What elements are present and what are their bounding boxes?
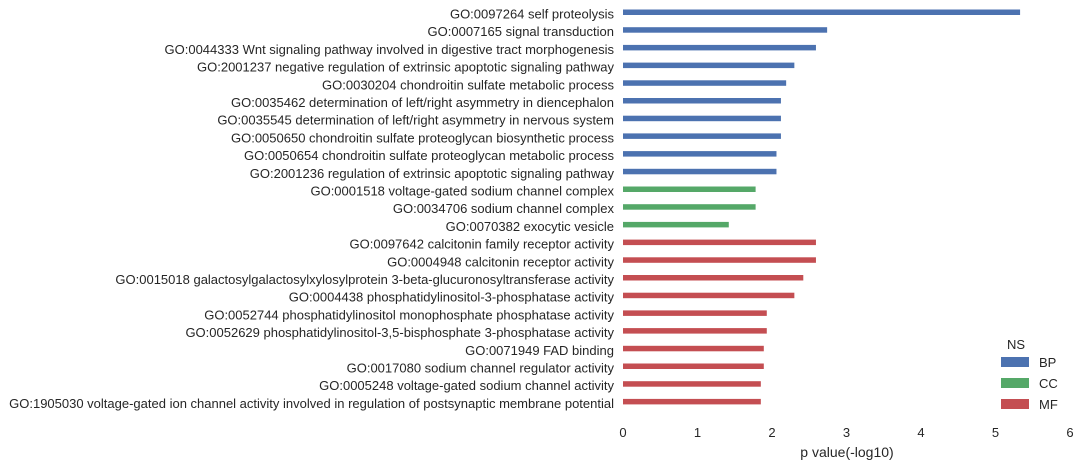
category-label: GO:1905030 voltage-gated ion channel act… xyxy=(9,396,614,411)
bar-mf xyxy=(623,275,804,281)
x-axis-ticks: 0 1 2 3 4 5 6 xyxy=(619,425,1073,440)
x-axis-title: p value(-log10) xyxy=(800,444,893,460)
bar-bp xyxy=(623,9,1021,15)
legend-swatch-bp xyxy=(1001,357,1029,367)
bar-bp xyxy=(623,80,787,86)
legend-swatch-mf xyxy=(1001,399,1029,409)
category-label: GO:0097264 self proteolysis xyxy=(450,7,615,22)
bar-bp xyxy=(623,44,816,51)
bar-cc xyxy=(623,221,729,228)
category-label: GO:0097642 calcitonin family receptor ac… xyxy=(350,237,615,252)
legend-label-bp: BP xyxy=(1039,355,1056,370)
bar-bp xyxy=(623,62,795,69)
category-label: GO:2001236 regulation of extrinsic apopt… xyxy=(250,166,615,181)
bar-mf xyxy=(623,310,767,316)
category-label: GO:0050650 chondroitin sulfate proteogly… xyxy=(231,130,615,145)
legend: NS BP CC MF xyxy=(1001,337,1058,412)
x-tick-label: 2 xyxy=(768,425,775,440)
category-label: GO:0070382 exocytic vesicle xyxy=(446,219,614,234)
bar-bp xyxy=(623,98,781,104)
legend-label-mf: MF xyxy=(1039,397,1058,412)
category-label: GO:0004438 phosphatidylinositol-3-phosph… xyxy=(289,290,615,305)
x-tick-label: 6 xyxy=(1066,425,1073,440)
bar-bp xyxy=(623,27,828,33)
bar-bp xyxy=(623,151,777,157)
category-label: GO:0052744 phosphatidylinositol monophos… xyxy=(204,307,614,322)
category-label: GO:0001518 voltage-gated sodium channel … xyxy=(310,184,614,199)
category-label: GO:0007165 signal transduction xyxy=(428,24,614,39)
bar-cc xyxy=(623,204,756,210)
category-label: GO:0015018 galactosylgalactosylxylosylpr… xyxy=(115,272,614,287)
bars-group xyxy=(623,9,1021,405)
legend-swatch-cc xyxy=(1001,378,1029,388)
bar-bp xyxy=(623,133,781,139)
bar-mf xyxy=(623,363,764,369)
bar-bp xyxy=(623,168,777,175)
x-tick-label: 5 xyxy=(992,425,999,440)
bar-mf xyxy=(623,257,816,263)
category-label: GO:0035462 determination of left/right a… xyxy=(231,95,614,110)
bar-mf xyxy=(623,239,816,246)
x-tick-label: 3 xyxy=(843,425,850,440)
category-label: GO:0017080 sodium channel regulator acti… xyxy=(347,361,615,376)
legend-title: NS xyxy=(1007,337,1025,352)
category-label: GO:0035545 determination of left/right a… xyxy=(217,113,614,128)
category-label: GO:0005248 voltage-gated sodium channel … xyxy=(319,378,614,393)
bar-mf xyxy=(623,345,764,352)
bar-mf xyxy=(623,328,767,334)
bar-bp xyxy=(623,115,781,122)
bar-mf xyxy=(623,292,795,299)
x-tick-label: 1 xyxy=(694,425,701,440)
category-labels: GO:0097264 self proteolysis GO:0007165 si… xyxy=(9,7,614,411)
legend-label-cc: CC xyxy=(1039,376,1058,391)
category-label: GO:0034706 sodium channel complex xyxy=(393,201,615,216)
category-label: GO:0050654 chondroitin sulfate proteogly… xyxy=(244,148,614,163)
category-label: GO:0052629 phosphatidylinositol-3,5-bisp… xyxy=(185,325,614,340)
category-label: GO:0044333 Wnt signaling pathway involve… xyxy=(165,42,615,57)
bar-mf xyxy=(623,398,761,405)
category-label: GO:2001237 negative regulation of extrin… xyxy=(197,60,614,75)
bar-mf xyxy=(623,381,761,387)
bar-cc xyxy=(623,186,756,192)
category-label: GO:0071949 FAD binding xyxy=(465,343,614,358)
x-tick-label: 4 xyxy=(917,425,924,440)
category-label: GO:0030204 chondroitin sulfate metabolic… xyxy=(322,77,614,92)
category-label: GO:0004948 calcitonin receptor activity xyxy=(387,254,614,269)
x-tick-label: 0 xyxy=(619,425,626,440)
